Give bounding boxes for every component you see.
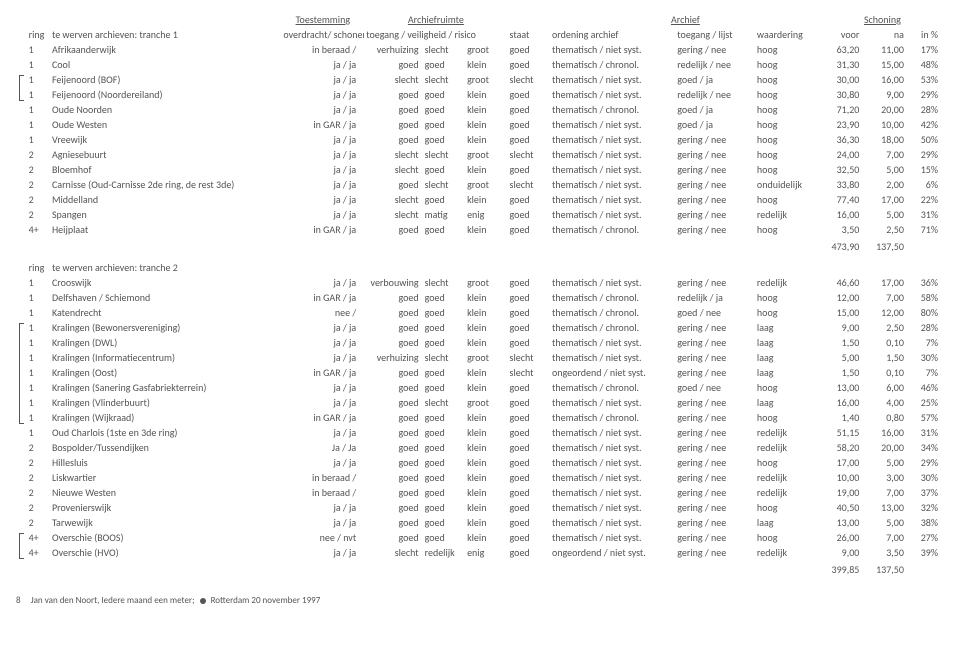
table-row: 1Feijenoord (Noordereiland)ja / jagoedgo…: [16, 87, 944, 102]
table-row: 4+Heijplaatin GAR / jagoedgoedkleingoedt…: [16, 222, 944, 237]
archive-table: ToestemmingArchiefruimteArchiefSchoningr…: [16, 12, 944, 577]
table-row: 1Oud Charlois (1ste en 3de ring)ja / jag…: [16, 425, 944, 440]
table-row: 2Liskwartierin beraad /goedgoedkleingoed…: [16, 470, 944, 485]
table-row: 2Carnisse (Oud-Carnisse 2de ring, de res…: [16, 177, 944, 192]
table-row: 2Spangenja / jaslechtmatigeniggoedthemat…: [16, 207, 944, 222]
table-row: 1Delfshaven / Schiemondin GAR / jagoedgo…: [16, 290, 944, 305]
table-row: 1Katendrechtnee /goedgoedkleingoedthemat…: [16, 305, 944, 320]
group-header-row: ToestemmingArchiefruimteArchiefSchoning: [16, 12, 944, 27]
table-row: 1Kralingen (Vlinderbuurt)ja / jagoedslec…: [16, 395, 944, 410]
table-row: 2Bospolder/TussendijkenJa / Jagoedgoedkl…: [16, 440, 944, 455]
table-row: 1Kralingen (DWL)ja / jagoedgoedkleingoed…: [16, 335, 944, 350]
table-row: 1Feijenoord (BOF)ja / jaslechtslechtgroo…: [16, 72, 944, 87]
table-row: 1Kralingen (Sanering Gasfabriekterrein)j…: [16, 380, 944, 395]
footer-text-2: Rotterdam 20 november 1997: [211, 595, 321, 606]
table-row: 1Crooswijkja / javerbouwingslechtgrootgo…: [16, 275, 944, 290]
table-row: 2Provenierswijkja / jagoedgoedkleingoedt…: [16, 500, 944, 515]
table-row: 1Afrikaanderwijkin beraad /verhuizingsle…: [16, 42, 944, 57]
table-row: 1Kralingen (Oost)in GAR / jagoedgoedklei…: [16, 365, 944, 380]
totals-row: 399,85137,50: [16, 560, 944, 577]
table-row: 1Oude Noordenja / jagoedgoedkleingoedthe…: [16, 102, 944, 117]
page-number: 8: [16, 595, 21, 606]
table-row: 2Bloemhofja / jaslechtgoedkleingoedthema…: [16, 162, 944, 177]
table-row: 2Hillesluisja / jagoedgoedkleingoedthema…: [16, 455, 944, 470]
column-header-row: ringte werven archieven: tranche 1overdr…: [16, 27, 944, 42]
page-footer: 8 Jan van den Noort, Iedere maand een me…: [16, 595, 944, 606]
table-row: 1Vreewijkja / jagoedgoedkleingoedthemati…: [16, 132, 944, 147]
table-row: 1Kralingen (Informatiecentrum)ja / javer…: [16, 350, 944, 365]
totals-row: 473,90137,50: [16, 237, 944, 254]
table-row: 1Oude Westenin GAR / jagoedgoedkleingoed…: [16, 117, 944, 132]
table-row: 2Nieuwe Westenin beraad /goedgoedkleingo…: [16, 485, 944, 500]
table-row: 1Kralingen (Wijkraad)in GAR / jagoedgoed…: [16, 410, 944, 425]
section-title-row: ringte werven archieven: tranche 2: [16, 254, 944, 275]
table-row: 1Kralingen (Bewonersvereniging)ja / jago…: [16, 320, 944, 335]
table-row: 2Tarwewijkja / jagoedgoedkleingoedthemat…: [16, 515, 944, 530]
table-row: 4+Overschie (BOOS)nee / nvtgoedgoedklein…: [16, 530, 944, 545]
table-row: 2Agniesebuurtja / jaslechtslechtgrootsle…: [16, 147, 944, 162]
table-row: 2Middellandja / jaslechtgoedkleingoedthe…: [16, 192, 944, 207]
bullet-icon: [200, 598, 206, 604]
footer-text-1: Jan van den Noort, Iedere maand een mete…: [31, 595, 195, 606]
table-row: 1Coolja / jagoedgoedkleingoedthematisch …: [16, 57, 944, 72]
table-row: 4+Overschie (HVO)ja / jaslechtredelijken…: [16, 545, 944, 560]
